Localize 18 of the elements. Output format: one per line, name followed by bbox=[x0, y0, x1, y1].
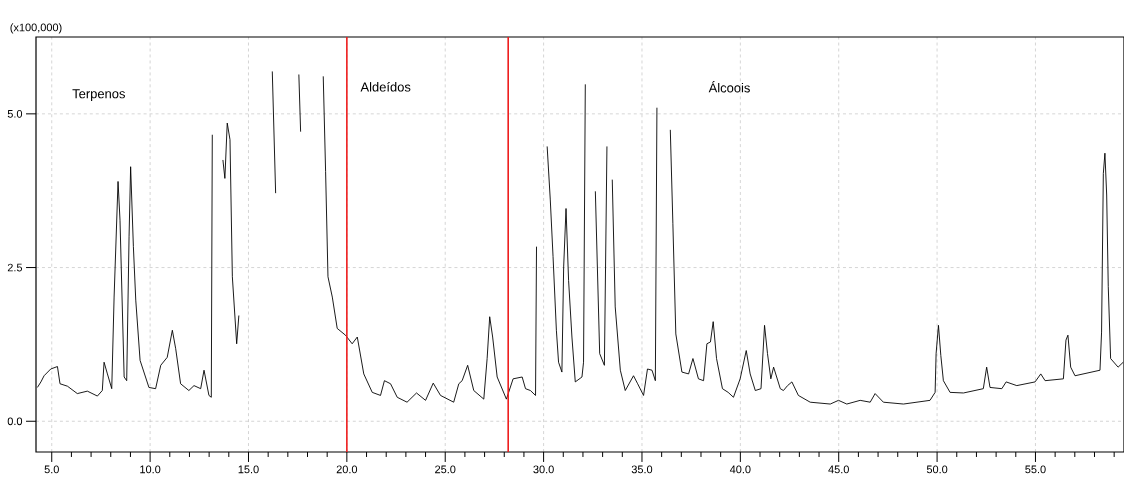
annotation: Aldeídos bbox=[360, 81, 411, 92]
y-tick-label: 2.5 bbox=[7, 263, 23, 272]
x-tick-label: 5.0 bbox=[44, 465, 59, 474]
x-tick-label: 45.0 bbox=[828, 465, 849, 474]
y-tick-label: 0.0 bbox=[7, 417, 23, 426]
y-tick-label: 5.0 bbox=[7, 109, 23, 118]
x-tick-label: 50.0 bbox=[926, 465, 948, 474]
x-tick-label: 30.0 bbox=[533, 465, 554, 474]
x-tick-label: 20.0 bbox=[336, 465, 358, 474]
annotation: Terpenos bbox=[72, 89, 125, 101]
x-tick-label: 10.0 bbox=[140, 465, 161, 474]
x-tick-label: 35.0 bbox=[631, 465, 653, 474]
annotation: Álcoois bbox=[708, 81, 750, 93]
x-tick-label: 25.0 bbox=[435, 465, 456, 474]
x-tick-label: 15.0 bbox=[238, 465, 259, 474]
x-tick-label: 40.0 bbox=[729, 465, 751, 474]
x-tick-label: 55.0 bbox=[1025, 465, 1046, 474]
y-axis-title: (x100,000) bbox=[10, 23, 62, 34]
